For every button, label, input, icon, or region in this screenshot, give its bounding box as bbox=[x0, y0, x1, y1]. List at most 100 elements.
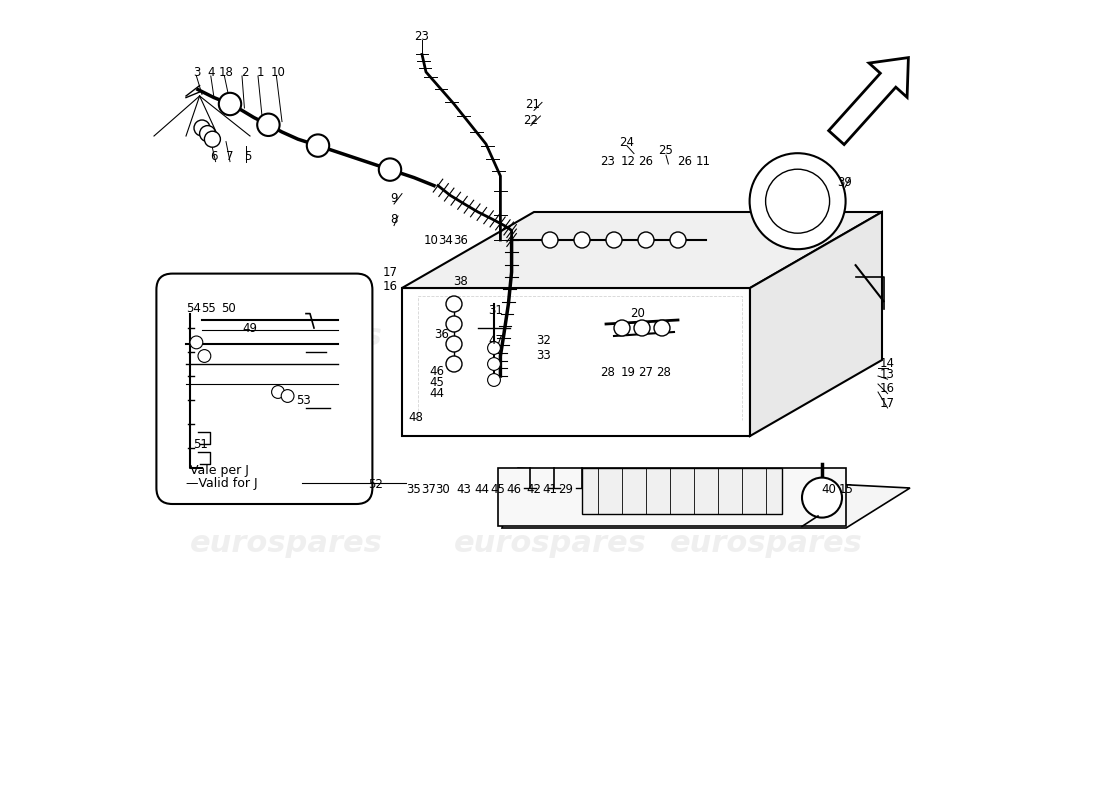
Circle shape bbox=[272, 386, 285, 398]
Circle shape bbox=[446, 356, 462, 372]
Text: 41: 41 bbox=[542, 483, 558, 496]
Text: 30: 30 bbox=[436, 483, 450, 496]
Text: 23: 23 bbox=[415, 30, 429, 42]
Circle shape bbox=[654, 320, 670, 336]
Text: 36: 36 bbox=[453, 234, 468, 246]
Text: 45: 45 bbox=[491, 483, 505, 496]
Text: 9: 9 bbox=[390, 192, 398, 205]
Polygon shape bbox=[750, 212, 882, 436]
Text: 52: 52 bbox=[368, 478, 383, 490]
Text: 44: 44 bbox=[474, 483, 490, 496]
Text: 10: 10 bbox=[425, 234, 439, 246]
Polygon shape bbox=[828, 58, 909, 145]
Circle shape bbox=[749, 154, 846, 250]
Circle shape bbox=[190, 336, 202, 349]
Circle shape bbox=[606, 232, 621, 248]
Text: 22: 22 bbox=[524, 114, 538, 126]
Circle shape bbox=[194, 120, 210, 136]
Text: 20: 20 bbox=[630, 307, 646, 320]
Text: 29: 29 bbox=[559, 483, 573, 496]
Text: 33: 33 bbox=[536, 350, 551, 362]
Text: 34: 34 bbox=[439, 234, 453, 246]
Text: 8: 8 bbox=[390, 213, 398, 226]
Text: 25: 25 bbox=[659, 144, 673, 157]
Text: eurospares: eurospares bbox=[189, 322, 383, 350]
Circle shape bbox=[219, 93, 241, 115]
Text: 42: 42 bbox=[527, 483, 541, 496]
Text: 45: 45 bbox=[429, 376, 443, 389]
Polygon shape bbox=[402, 288, 750, 436]
Circle shape bbox=[446, 296, 462, 312]
Text: 44: 44 bbox=[429, 387, 444, 400]
Circle shape bbox=[487, 374, 500, 386]
Text: 13: 13 bbox=[880, 368, 895, 381]
Circle shape bbox=[614, 320, 630, 336]
Circle shape bbox=[257, 114, 279, 136]
Text: 16: 16 bbox=[880, 382, 895, 395]
Text: 10: 10 bbox=[271, 66, 285, 78]
Text: 6: 6 bbox=[210, 150, 218, 162]
Text: 36: 36 bbox=[434, 328, 450, 341]
Circle shape bbox=[574, 232, 590, 248]
Circle shape bbox=[446, 316, 462, 332]
Circle shape bbox=[634, 320, 650, 336]
Text: 37: 37 bbox=[421, 483, 436, 496]
Text: 47: 47 bbox=[488, 334, 503, 346]
Circle shape bbox=[670, 232, 686, 248]
Polygon shape bbox=[402, 212, 882, 288]
Text: 55: 55 bbox=[201, 302, 216, 315]
Circle shape bbox=[487, 342, 500, 354]
Circle shape bbox=[205, 131, 220, 147]
Text: eurospares: eurospares bbox=[453, 322, 647, 350]
Text: eurospares: eurospares bbox=[189, 530, 383, 558]
Circle shape bbox=[282, 390, 294, 402]
Text: 21: 21 bbox=[525, 98, 540, 110]
Circle shape bbox=[378, 158, 402, 181]
Text: 32: 32 bbox=[536, 334, 551, 346]
FancyBboxPatch shape bbox=[156, 274, 373, 504]
Text: 11: 11 bbox=[696, 155, 711, 168]
Text: 24: 24 bbox=[619, 136, 635, 149]
Text: 5: 5 bbox=[244, 150, 251, 162]
Circle shape bbox=[542, 232, 558, 248]
Circle shape bbox=[198, 350, 211, 362]
Text: 12: 12 bbox=[620, 155, 636, 168]
Polygon shape bbox=[498, 468, 846, 526]
Text: 39: 39 bbox=[837, 176, 851, 189]
Text: 31: 31 bbox=[488, 304, 503, 317]
Text: 23: 23 bbox=[601, 155, 615, 168]
Polygon shape bbox=[582, 468, 782, 514]
Text: 35: 35 bbox=[407, 483, 421, 496]
Circle shape bbox=[766, 170, 829, 234]
Text: Vale per J: Vale per J bbox=[190, 464, 249, 477]
Text: 17: 17 bbox=[383, 266, 397, 278]
Text: 17: 17 bbox=[880, 397, 895, 410]
Text: 26: 26 bbox=[638, 155, 653, 168]
Polygon shape bbox=[502, 468, 910, 528]
Text: 53: 53 bbox=[296, 394, 311, 406]
Text: eurospares: eurospares bbox=[453, 530, 647, 558]
Text: 16: 16 bbox=[383, 280, 397, 293]
Text: 4: 4 bbox=[207, 66, 215, 78]
Text: 7: 7 bbox=[227, 150, 233, 162]
Text: —Valid for J: —Valid for J bbox=[186, 477, 257, 490]
Circle shape bbox=[638, 232, 654, 248]
Text: 54: 54 bbox=[187, 302, 201, 315]
Text: 1: 1 bbox=[256, 66, 264, 78]
Circle shape bbox=[487, 358, 500, 370]
Text: 40: 40 bbox=[821, 483, 836, 496]
Text: 38: 38 bbox=[453, 275, 468, 288]
Text: 19: 19 bbox=[620, 366, 636, 379]
Text: 28: 28 bbox=[657, 366, 671, 379]
Circle shape bbox=[802, 478, 842, 518]
Text: 15: 15 bbox=[838, 483, 854, 496]
Circle shape bbox=[446, 336, 462, 352]
Text: 51: 51 bbox=[192, 438, 208, 450]
Circle shape bbox=[307, 134, 329, 157]
Text: 14: 14 bbox=[880, 357, 895, 370]
Text: 46: 46 bbox=[429, 365, 444, 378]
Text: 26: 26 bbox=[676, 155, 692, 168]
Text: 50: 50 bbox=[221, 302, 235, 315]
Text: 3: 3 bbox=[192, 66, 200, 78]
Text: 28: 28 bbox=[601, 366, 615, 379]
